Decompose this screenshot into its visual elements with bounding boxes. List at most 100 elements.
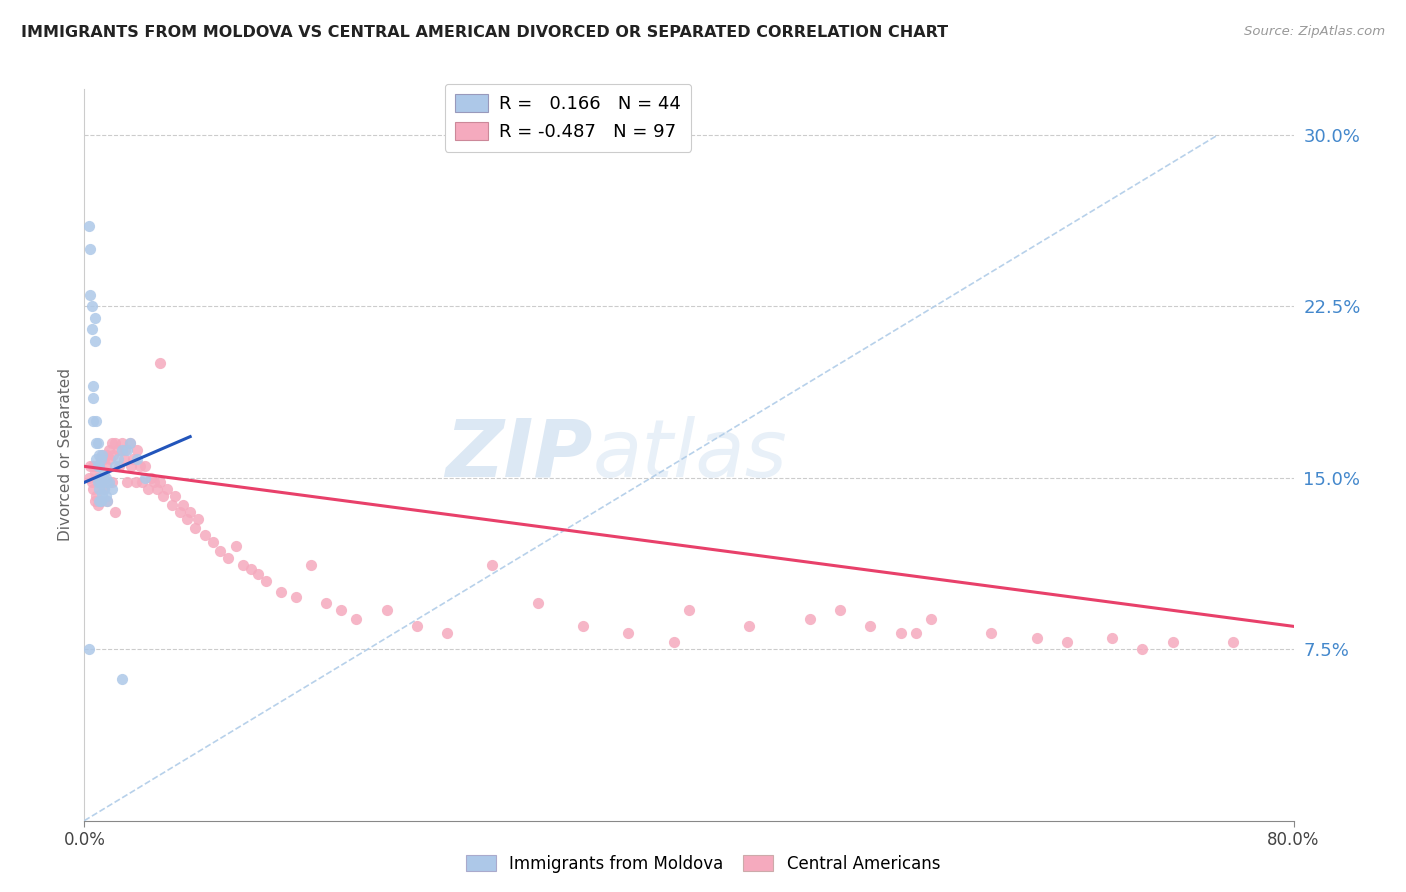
- Point: [118, 436, 141, 450]
- Point: [80, 322, 103, 336]
- Point: [107, 443, 129, 458]
- Point: [86, 436, 108, 450]
- Point: [111, 672, 134, 686]
- Point: [87, 498, 110, 512]
- Point: [96, 493, 118, 508]
- Point: [96, 475, 118, 490]
- Point: [980, 626, 1002, 640]
- Point: [77, 219, 100, 234]
- Point: [87, 436, 110, 450]
- Point: [79, 459, 101, 474]
- Point: [129, 459, 152, 474]
- Point: [104, 459, 127, 474]
- Point: [149, 356, 172, 371]
- Point: [80, 299, 103, 313]
- Point: [89, 493, 111, 508]
- Point: [93, 482, 115, 496]
- Point: [82, 414, 104, 428]
- Point: [82, 482, 104, 496]
- Point: [176, 512, 198, 526]
- Point: [920, 613, 942, 627]
- Point: [89, 459, 111, 474]
- Point: [125, 475, 148, 490]
- Point: [136, 482, 159, 496]
- Point: [100, 482, 122, 496]
- Point: [84, 334, 107, 348]
- Point: [527, 597, 550, 611]
- Point: [82, 391, 104, 405]
- Point: [830, 603, 852, 617]
- Point: [890, 626, 912, 640]
- Point: [91, 448, 114, 462]
- Point: [152, 489, 174, 503]
- Point: [481, 558, 503, 572]
- Point: [89, 482, 111, 496]
- Point: [111, 436, 134, 450]
- Point: [104, 505, 127, 519]
- Point: [201, 534, 224, 549]
- Point: [799, 613, 821, 627]
- Point: [572, 619, 595, 633]
- Point: [617, 626, 640, 640]
- Point: [87, 475, 110, 490]
- Point: [859, 619, 882, 633]
- Point: [225, 539, 247, 553]
- Point: [94, 471, 117, 485]
- Point: [115, 475, 138, 490]
- Point: [112, 452, 135, 467]
- Point: [1056, 635, 1078, 649]
- Point: [108, 459, 131, 474]
- Point: [94, 489, 117, 503]
- Point: [90, 452, 112, 467]
- Point: [120, 459, 142, 474]
- Point: [94, 459, 117, 474]
- Point: [375, 603, 398, 617]
- Point: [89, 459, 111, 474]
- Point: [100, 475, 122, 490]
- Point: [194, 528, 217, 542]
- Point: [1025, 631, 1047, 645]
- Point: [100, 436, 122, 450]
- Point: [149, 475, 172, 490]
- Point: [187, 512, 209, 526]
- Point: [738, 619, 761, 633]
- Point: [217, 550, 239, 565]
- Point: [134, 459, 156, 474]
- Point: [127, 443, 149, 458]
- Point: [111, 443, 134, 458]
- Point: [93, 452, 115, 467]
- Text: IMMIGRANTS FROM MOLDOVA VS CENTRAL AMERICAN DIVORCED OR SEPARATED CORRELATION CH: IMMIGRANTS FROM MOLDOVA VS CENTRAL AMERI…: [21, 25, 948, 40]
- Point: [299, 558, 322, 572]
- Point: [86, 489, 108, 503]
- Point: [79, 288, 101, 302]
- Point: [239, 562, 262, 576]
- Point: [169, 505, 191, 519]
- Point: [86, 414, 108, 428]
- Point: [87, 471, 110, 485]
- Point: [101, 448, 124, 462]
- Point: [183, 521, 205, 535]
- Point: [1161, 635, 1184, 649]
- Legend: Immigrants from Moldova, Central Americans: Immigrants from Moldova, Central America…: [460, 848, 946, 880]
- Point: [678, 603, 700, 617]
- Point: [118, 436, 141, 450]
- Point: [662, 635, 685, 649]
- Point: [406, 619, 429, 633]
- Point: [131, 475, 153, 490]
- Point: [1222, 635, 1244, 649]
- Point: [84, 467, 107, 481]
- Point: [209, 544, 232, 558]
- Point: [79, 242, 101, 256]
- Point: [84, 493, 107, 508]
- Point: [96, 448, 118, 462]
- Point: [165, 489, 187, 503]
- Point: [315, 597, 337, 611]
- Point: [91, 487, 114, 501]
- Point: [90, 475, 112, 490]
- Point: [330, 603, 353, 617]
- Point: [179, 505, 201, 519]
- Point: [114, 443, 136, 458]
- Y-axis label: Divorced or Separated: Divorced or Separated: [58, 368, 73, 541]
- Point: [90, 452, 112, 467]
- Point: [82, 459, 104, 474]
